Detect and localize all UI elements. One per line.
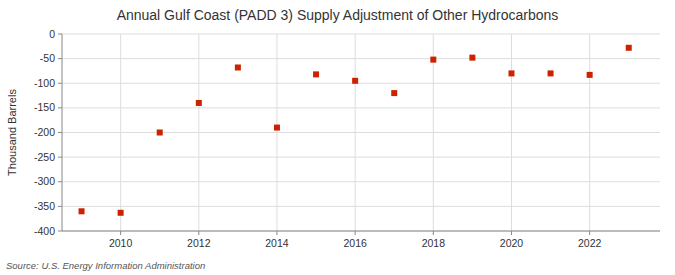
x-tick <box>355 231 356 235</box>
x-grid-line <box>198 34 199 231</box>
title: Annual Gulf Coast (PADD 3) Supply Adjust… <box>117 7 559 23</box>
x-tick-label: 2022 <box>578 237 602 249</box>
x-tick <box>433 231 434 235</box>
y-tick-label: -300 <box>34 175 55 187</box>
y-grid-line <box>62 132 660 133</box>
y-grid-line <box>62 206 660 207</box>
source: Source: U.S. Energy Information Administ… <box>6 260 205 271</box>
y-grid-line <box>62 231 660 232</box>
x-tick <box>589 231 590 235</box>
y-tick-label: -100 <box>34 77 55 89</box>
point <box>508 70 514 76</box>
point <box>626 45 632 51</box>
point <box>196 100 202 106</box>
x-grid-line <box>355 34 356 231</box>
y-tick-label: -150 <box>34 101 55 113</box>
points <box>79 45 632 216</box>
y-tick <box>58 34 62 35</box>
y-tick <box>58 181 62 182</box>
y-tick-label: -200 <box>34 126 55 138</box>
y-tick <box>58 83 62 84</box>
point <box>235 64 241 70</box>
y-axis-line <box>62 34 63 231</box>
y-grid-line <box>62 107 660 108</box>
y-grid-line <box>62 181 660 182</box>
x-tick-label: 2016 <box>343 237 367 249</box>
point <box>352 78 358 84</box>
x-tick-label: 2012 <box>187 237 211 249</box>
y-grid-line <box>62 83 660 84</box>
y-tick <box>58 58 62 59</box>
point <box>157 130 163 136</box>
y-tick <box>58 231 62 232</box>
y-tick <box>58 132 62 133</box>
x-axis-line <box>62 231 660 232</box>
point <box>469 55 475 61</box>
point <box>79 208 85 214</box>
point <box>313 71 319 77</box>
axes: 0 -50 -100 -150 -200 -250 -300 -350 -400 2010 2012… <box>34 28 660 250</box>
point <box>118 210 124 216</box>
y-tick <box>58 206 62 207</box>
point <box>391 90 397 96</box>
point <box>548 70 554 76</box>
x-grid-line <box>120 34 121 231</box>
y-tick-label: -350 <box>34 200 55 212</box>
y-tick <box>58 157 62 158</box>
x-tick <box>120 231 121 235</box>
point <box>430 57 436 63</box>
y-grid-line <box>62 34 660 35</box>
x-grid-line <box>589 34 590 231</box>
chart-container: 0 -50 -100 -150 -200 -250 -300 -350 -400 2010 2012… <box>0 0 675 275</box>
point <box>587 72 593 78</box>
y-tick-label: -400 <box>34 225 55 237</box>
point <box>274 125 280 131</box>
y-tick-label: 0 <box>49 28 55 40</box>
chart: 0 -50 -100 -150 -200 -250 -300 -350 -400 2010 2012… <box>0 0 675 275</box>
y-tick <box>58 107 62 108</box>
x-tick-label: 2018 <box>422 237 446 249</box>
y-axis-label: Thousand Barrels <box>6 89 18 176</box>
x-grid-line <box>433 34 434 231</box>
x-tick <box>276 231 277 235</box>
x-tick-label: 2010 <box>109 237 133 249</box>
x-grid-line <box>276 34 277 231</box>
grid <box>62 34 660 231</box>
x-tick <box>198 231 199 235</box>
x-tick-label: 2020 <box>500 237 524 249</box>
y-grid-line <box>62 58 660 59</box>
x-grid-line <box>511 34 512 231</box>
y-tick-label: -250 <box>34 151 55 163</box>
x-tick-label: 2014 <box>265 237 289 249</box>
y-grid-line <box>62 157 660 158</box>
x-tick <box>511 231 512 235</box>
y-tick-label: -50 <box>40 52 55 64</box>
